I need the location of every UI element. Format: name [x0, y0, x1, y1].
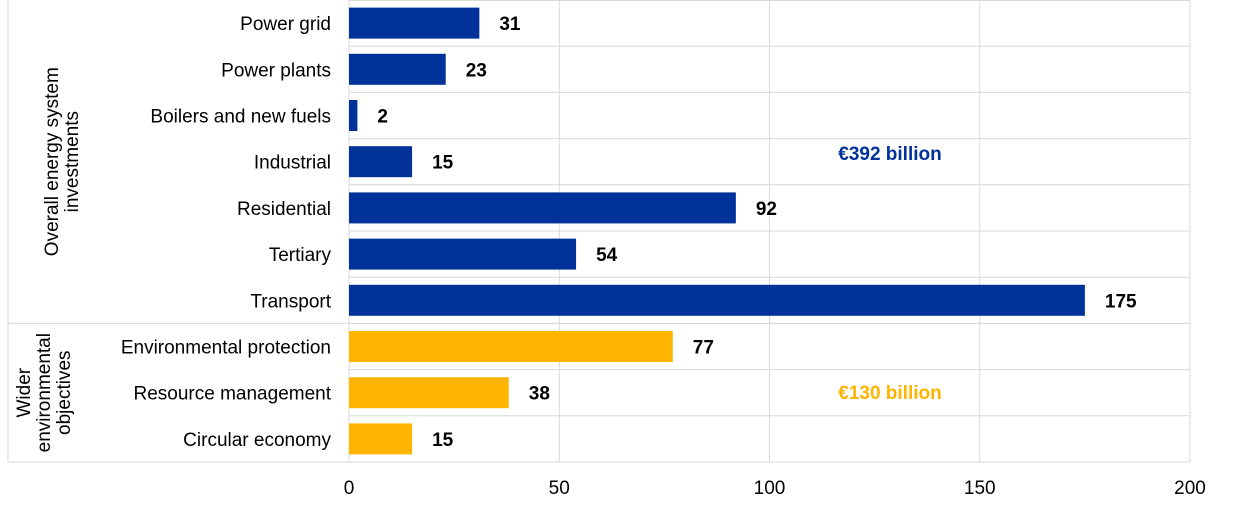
category-label: Residential	[237, 199, 331, 220]
group-label-line: objectives	[54, 350, 75, 435]
category-label: Boilers and new fuels	[150, 107, 331, 128]
value-label: 23	[466, 60, 487, 81]
bar	[349, 146, 413, 178]
labels: Power grid 31 Power plants 23 Boilers and ne…	[121, 14, 1137, 451]
value-label: 15	[432, 153, 454, 174]
bar	[349, 284, 1085, 316]
value-label: 92	[756, 199, 777, 220]
bars	[349, 7, 1085, 455]
x-tick-label: 200	[1174, 478, 1206, 499]
value-label: 77	[693, 338, 714, 359]
category-label: Circular economy	[183, 430, 331, 451]
group-total-label: €130 billion	[838, 383, 941, 404]
category-label: Industrial	[254, 153, 331, 174]
category-label: Tertiary	[269, 245, 332, 266]
category-label: Power grid	[240, 14, 331, 35]
value-label: 31	[499, 14, 521, 35]
bar	[349, 100, 358, 131]
value-label: 15	[432, 430, 454, 451]
group-label: Overall energy systeminvestments	[42, 67, 83, 256]
group-total-label: €392 billion	[838, 144, 941, 165]
group-label-line: Wider	[14, 367, 35, 417]
x-tick-label: 50	[549, 478, 570, 499]
group-label-line: investments	[62, 111, 83, 212]
category-label: Resource management	[134, 384, 332, 405]
category-label: Power plants	[221, 60, 331, 81]
bar	[349, 377, 509, 409]
value-label: 175	[1105, 291, 1137, 312]
value-label: 54	[596, 245, 618, 266]
category-label: Transport	[250, 291, 331, 312]
x-tick-label: 100	[754, 478, 786, 499]
group-separators	[7, 0, 1190, 463]
group-label: Widerenvironmentalobjectives	[14, 333, 75, 452]
group-label-line: environmental	[34, 333, 55, 452]
group-label-line: Overall energy system	[42, 67, 63, 256]
bar	[349, 192, 736, 224]
x-tick-label: 150	[964, 478, 996, 499]
x-tick-label: 0	[344, 478, 355, 499]
value-label: 38	[529, 384, 550, 405]
bar	[349, 238, 577, 270]
bar	[349, 423, 413, 455]
bar	[349, 331, 673, 362]
category-label: Environmental protection	[121, 338, 331, 359]
group-labels: Overall energy systeminvestments Widerenv…	[14, 67, 83, 452]
bar	[349, 7, 480, 39]
bar	[349, 53, 446, 85]
value-label: 2	[377, 107, 388, 128]
x-axis-ticks: 0 50 100 150 200	[344, 478, 1206, 499]
